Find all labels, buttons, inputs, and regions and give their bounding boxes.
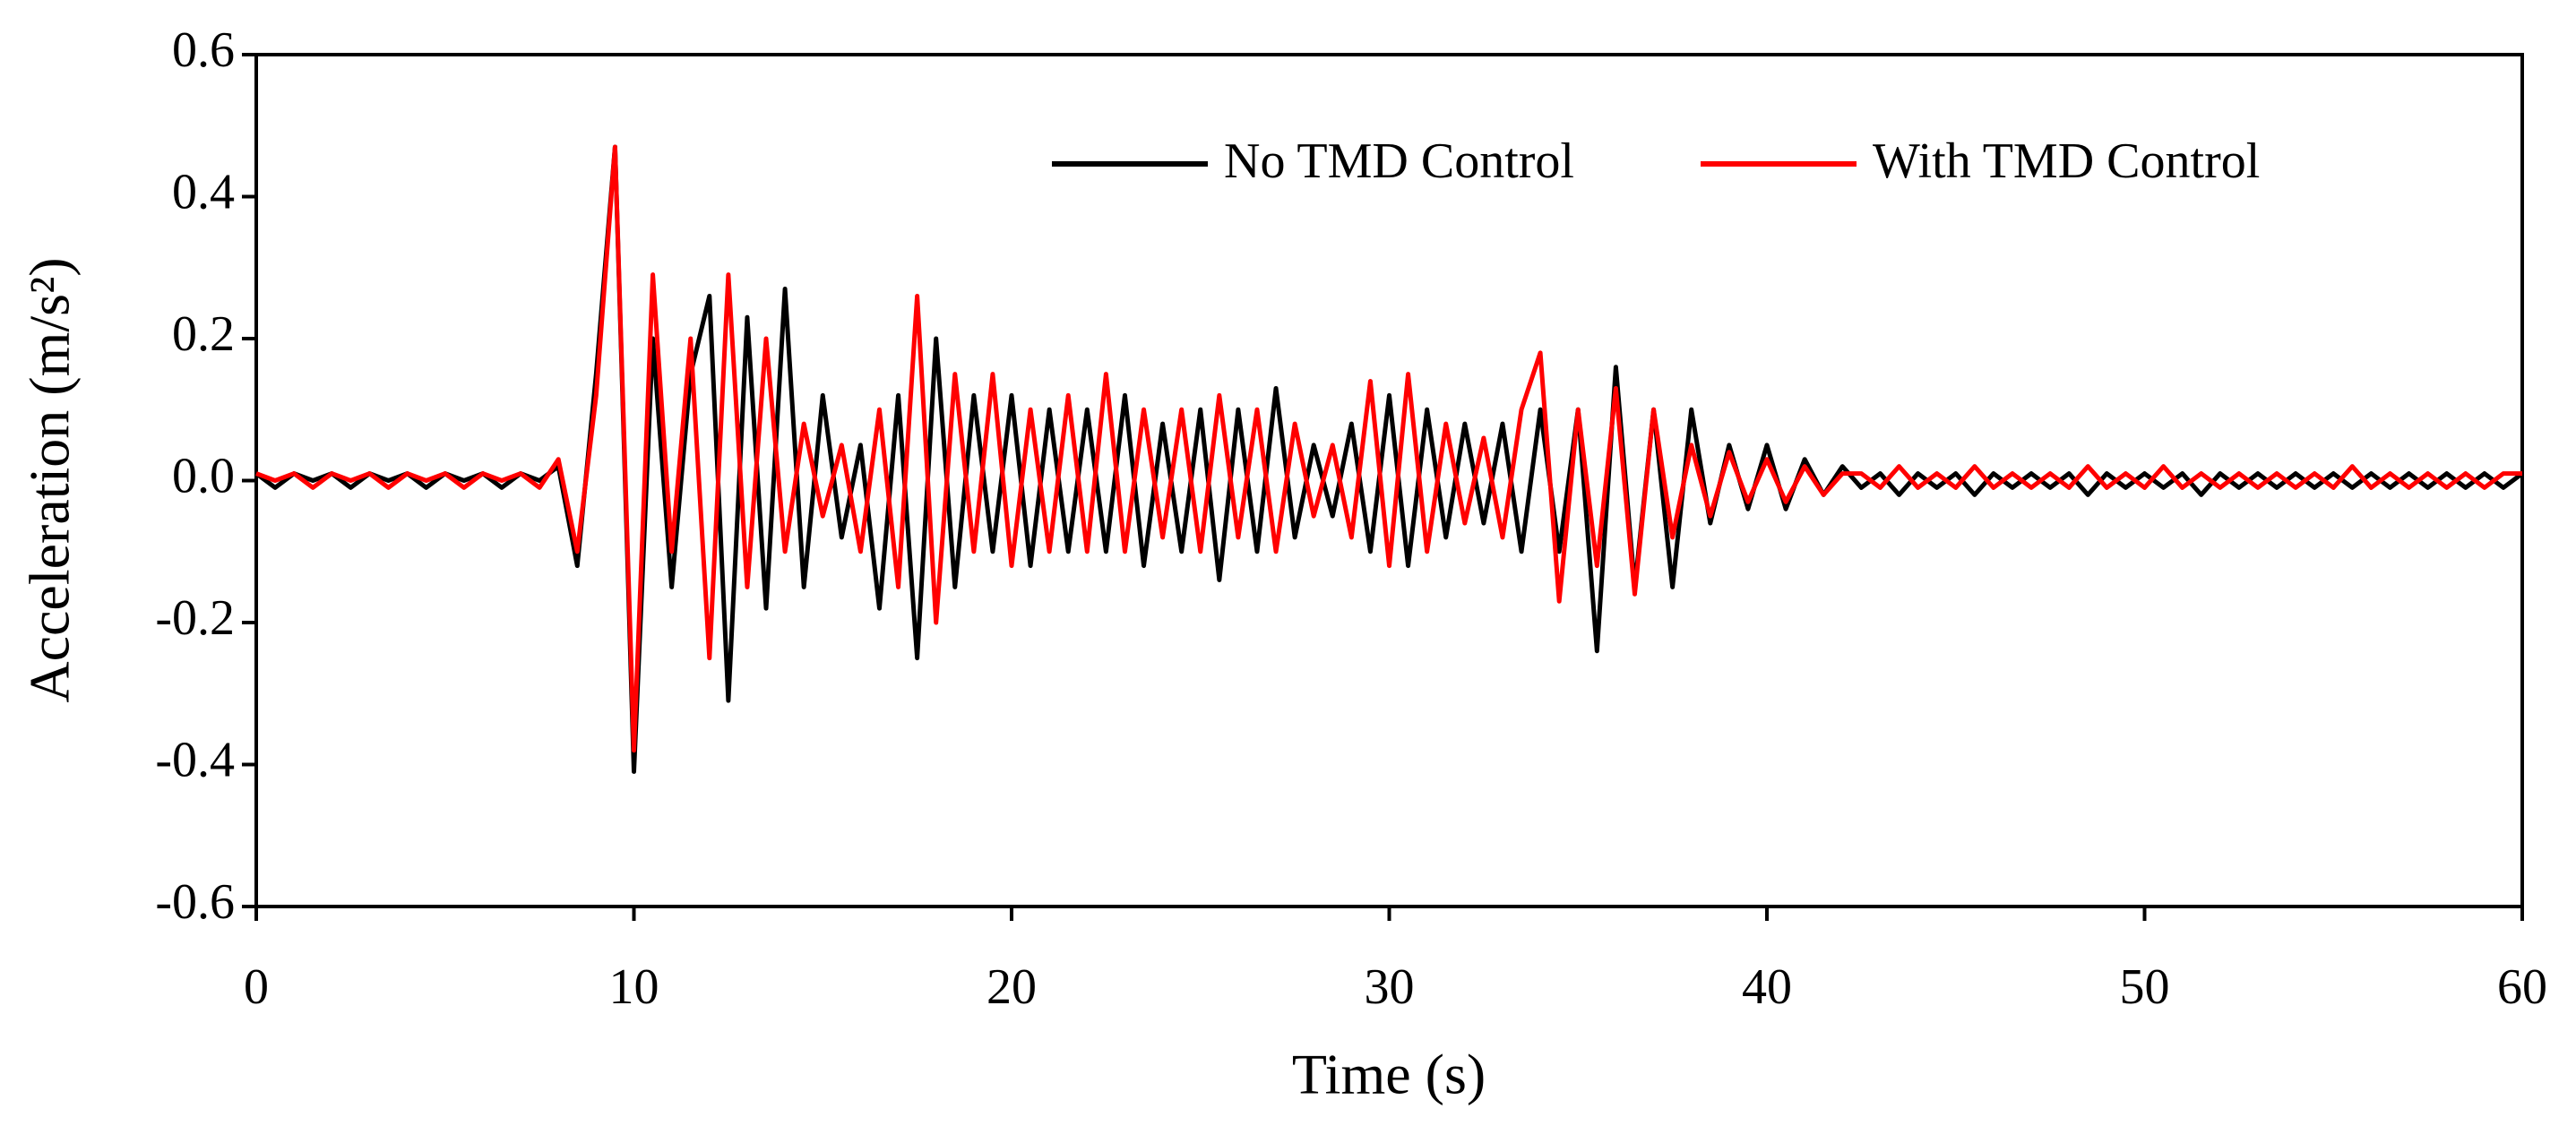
y-tick-label: -0.4 (155, 732, 235, 787)
y-tick-label: 0.2 (172, 306, 235, 362)
x-tick-label: 20 (986, 959, 1037, 1015)
x-tick-label: 50 (2120, 959, 2170, 1015)
series-line (254, 144, 2524, 774)
y-tick-label: 0.6 (172, 22, 235, 78)
y-tick-label: -0.2 (155, 590, 235, 646)
legend-label: With TMD Control (1873, 133, 2260, 189)
y-tick-label: 0.4 (172, 164, 235, 219)
x-tick-label: 30 (1365, 959, 1415, 1015)
x-tick-label: 0 (244, 959, 269, 1015)
y-axis-title: Acceleration (m/s²) (18, 257, 82, 702)
x-tick-label: 40 (1742, 959, 1792, 1015)
series-line (255, 144, 2522, 753)
legend-label: No TMD Control (1224, 133, 1574, 189)
y-tick-label: 0.0 (172, 448, 235, 503)
x-tick-label: 10 (609, 959, 659, 1015)
y-tick-label: -0.6 (155, 874, 235, 930)
x-axis-title: Time (s) (1292, 1043, 1486, 1106)
x-tick-label: 60 (2497, 959, 2547, 1015)
